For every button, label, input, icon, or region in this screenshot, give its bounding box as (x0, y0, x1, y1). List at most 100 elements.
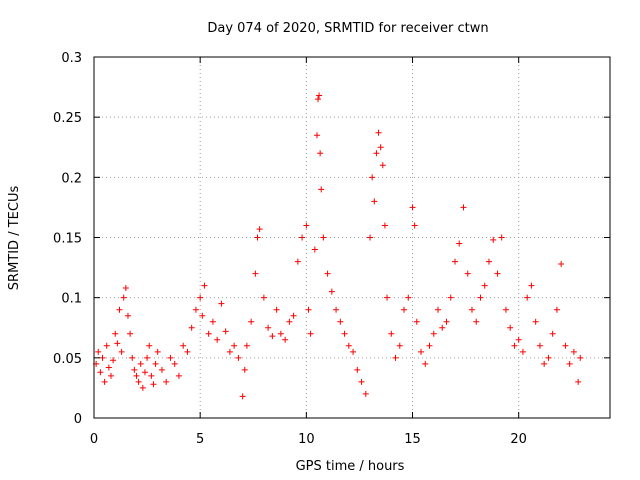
data-point (256, 226, 263, 233)
data-point (154, 348, 161, 355)
y-tick-label: 0.15 (53, 232, 82, 247)
data-point (269, 333, 276, 340)
data-point (273, 306, 280, 313)
data-point (369, 174, 376, 181)
data-point (367, 234, 374, 241)
data-point (209, 318, 216, 325)
data-point (498, 234, 505, 241)
data-point (515, 336, 522, 343)
data-point (303, 222, 310, 229)
data-point (477, 294, 484, 301)
data-point (456, 240, 463, 247)
data-point (392, 354, 399, 361)
data-point (144, 354, 151, 361)
data-point (413, 318, 420, 325)
data-point (570, 348, 577, 355)
data-point (375, 129, 382, 136)
chart-title: Day 074 of 2020, SRMTID for receiver ctw… (207, 21, 488, 36)
data-point (502, 306, 509, 313)
data-point (426, 342, 433, 349)
y-tick-label: 0.2 (61, 171, 82, 186)
data-point (248, 318, 255, 325)
data-point (422, 360, 429, 367)
data-point (286, 318, 293, 325)
data-point (129, 354, 136, 361)
data-point (305, 306, 312, 313)
data-points (93, 92, 584, 400)
data-point (377, 144, 384, 151)
data-point (409, 204, 416, 211)
data-point (524, 294, 531, 301)
data-point (112, 330, 119, 337)
data-point (481, 282, 488, 289)
data-point (120, 294, 127, 301)
data-point (443, 318, 450, 325)
data-point (150, 381, 157, 388)
data-point (243, 342, 250, 349)
data-point (575, 378, 582, 385)
data-point (167, 354, 174, 361)
data-point (418, 348, 425, 355)
data-point (131, 366, 138, 373)
x-tick-labels: 0 5 10 15 20 (90, 432, 527, 447)
data-point (110, 357, 117, 364)
data-point (358, 378, 365, 385)
data-point (541, 360, 548, 367)
data-point (188, 324, 195, 331)
data-point (260, 294, 267, 301)
data-point (226, 348, 233, 355)
data-point (201, 282, 208, 289)
data-point (362, 390, 369, 397)
data-point (239, 393, 246, 400)
data-point (388, 330, 395, 337)
data-point (354, 366, 361, 373)
data-point (451, 258, 458, 265)
data-point (485, 258, 492, 265)
data-point (490, 236, 497, 243)
data-point (532, 318, 539, 325)
data-point (107, 372, 114, 379)
data-point (277, 330, 284, 337)
axis-ticks (93, 56, 610, 419)
data-point (192, 306, 199, 313)
data-point (345, 342, 352, 349)
data-point (315, 96, 322, 103)
y-tick-labels: 0 0.05 0.1 0.15 0.2 0.25 0.3 (53, 51, 82, 427)
data-point (318, 186, 325, 193)
data-point (241, 366, 248, 373)
data-point (137, 360, 144, 367)
data-point (333, 306, 340, 313)
x-tick-label: 10 (298, 432, 315, 447)
data-point (118, 348, 125, 355)
data-point (328, 288, 335, 295)
data-point (214, 336, 221, 343)
data-point (460, 204, 467, 211)
x-tick-label: 5 (196, 432, 204, 447)
data-point (135, 378, 142, 385)
data-point (536, 342, 543, 349)
x-tick-label: 15 (404, 432, 421, 447)
data-point (337, 318, 344, 325)
y-axis-label: SRMTID / TECUs (7, 186, 22, 291)
data-point (566, 360, 573, 367)
data-point (197, 294, 204, 301)
x-axis-label: GPS time / hours (296, 459, 405, 474)
y-tick-label: 0.25 (53, 111, 82, 126)
x-tick-label: 0 (90, 432, 98, 447)
data-point (350, 348, 357, 355)
data-point (158, 366, 165, 373)
data-point (199, 312, 206, 319)
data-point (299, 234, 306, 241)
data-point (222, 328, 229, 335)
y-tick-label: 0 (74, 412, 82, 427)
data-point (381, 222, 388, 229)
data-point (507, 324, 514, 331)
x-tick-label: 20 (510, 432, 527, 447)
data-point (430, 330, 437, 337)
data-point (95, 348, 102, 355)
data-point (313, 132, 320, 139)
data-point (464, 270, 471, 277)
data-point (320, 234, 327, 241)
data-point (545, 354, 552, 361)
